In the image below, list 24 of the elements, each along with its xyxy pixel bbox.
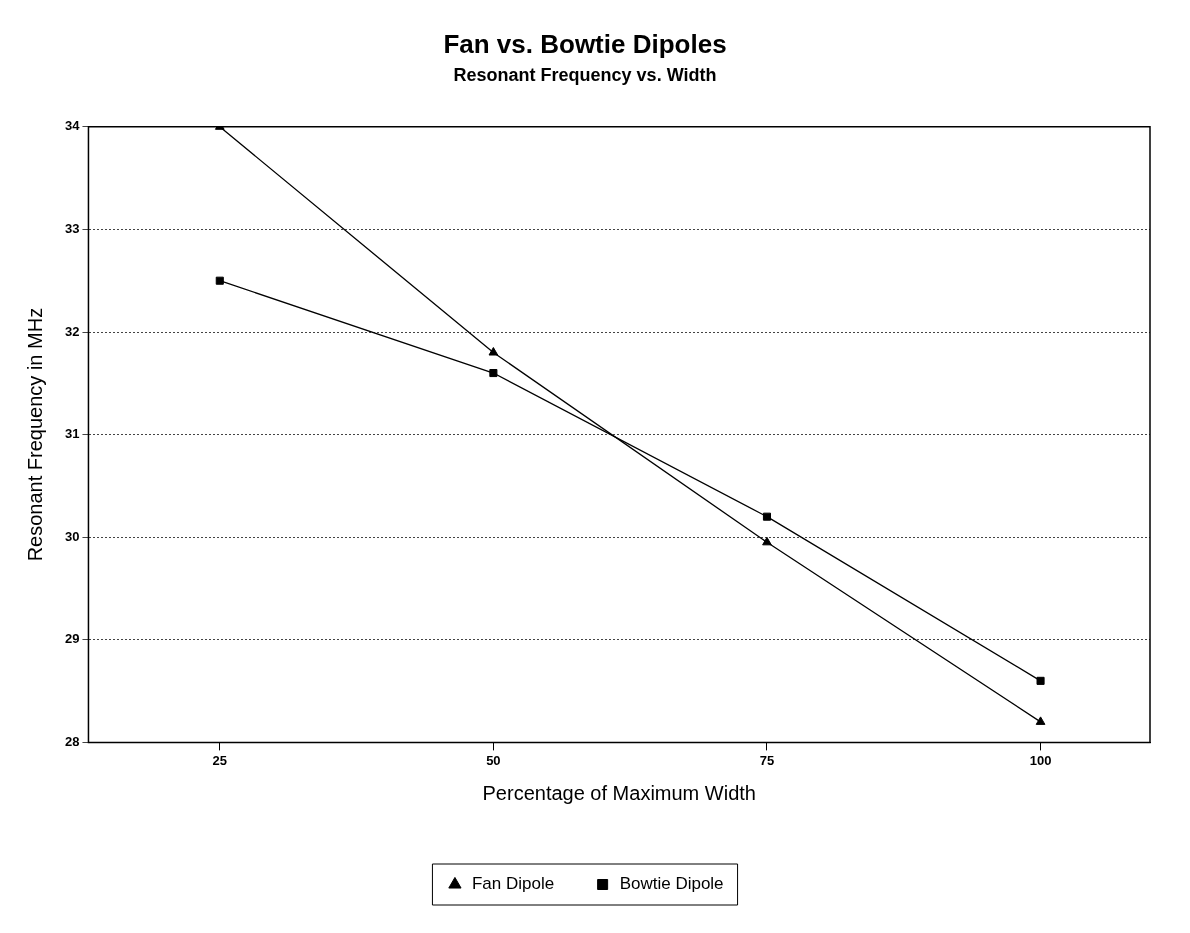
point — [489, 369, 498, 378]
point — [762, 512, 772, 521]
chart-subtitle: Resonant Frequency vs. Width — [453, 64, 717, 85]
x-tick-label: 75 — [759, 752, 775, 768]
y-tick-label: 33 — [64, 220, 80, 236]
chart-title: Fan vs. Bowtie Dipoles — [443, 28, 727, 59]
point — [488, 347, 499, 356]
point — [215, 276, 224, 285]
legend-label: Fan Dipole — [471, 874, 555, 894]
y-tick-label: 30 — [64, 528, 80, 544]
x-axis-title: Percentage of Maximum Width — [482, 781, 756, 804]
x-tick-label: 50 — [486, 752, 501, 768]
y-tick-label: 28 — [64, 733, 80, 749]
legend-label: Bowtie Dipole — [619, 874, 724, 894]
y-tick-label: 34 — [64, 118, 81, 134]
y-tick-label: 31 — [64, 426, 80, 442]
x-tick-label: 25 — [212, 752, 228, 768]
point — [1036, 676, 1045, 685]
x-tick-label: 100 — [1029, 752, 1052, 768]
y-tick-label: 32 — [64, 323, 80, 339]
y-tick-label: 29 — [64, 631, 80, 647]
point — [1035, 716, 1046, 725]
y-axis-title: Resonant Frequency in MHz — [23, 307, 46, 562]
point — [762, 536, 772, 546]
